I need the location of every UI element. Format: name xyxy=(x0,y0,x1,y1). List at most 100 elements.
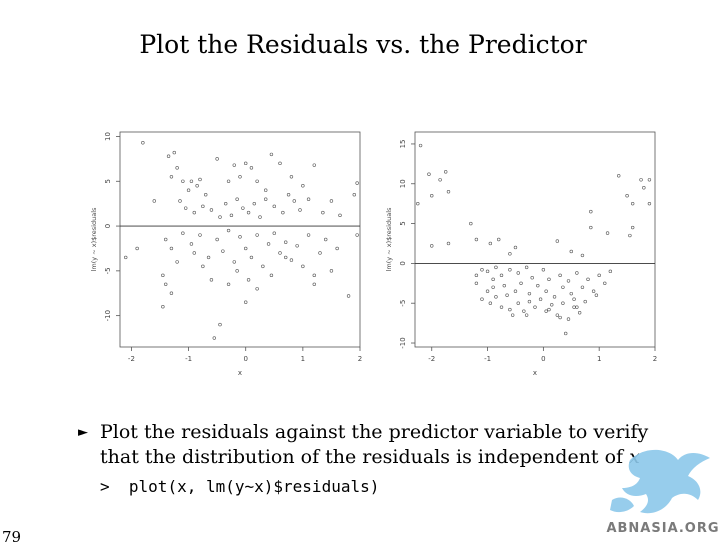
residual-point xyxy=(238,175,242,179)
bullet-text: Plot the residuals against the predictor… xyxy=(100,420,660,470)
x-tick-label: -2 xyxy=(128,355,135,363)
svg-text:ABNASIA.ORG: ABNASIA.ORG xyxy=(606,521,719,536)
x-tick-label: 2 xyxy=(653,355,657,363)
residual-point xyxy=(235,269,239,273)
residual-point xyxy=(527,291,532,296)
residual-point xyxy=(524,313,529,317)
residual-point xyxy=(169,291,174,295)
residual-point xyxy=(269,152,274,157)
residual-point xyxy=(264,197,268,201)
residual-point xyxy=(513,245,518,250)
residual-point xyxy=(201,264,205,269)
residual-point xyxy=(201,204,205,209)
residual-point xyxy=(161,304,165,309)
residual-point xyxy=(527,299,532,304)
residual-point xyxy=(172,150,176,155)
residual-point xyxy=(312,163,316,167)
y-tick-label: 5 xyxy=(104,179,112,183)
residual-point xyxy=(508,268,512,272)
residual-point xyxy=(272,204,276,209)
residual-point xyxy=(566,279,571,283)
residual-point xyxy=(530,276,534,280)
residual-point xyxy=(499,273,504,278)
residual-point xyxy=(617,174,621,178)
residual-point xyxy=(446,241,451,246)
residual-point xyxy=(209,208,214,212)
y-tick-label: -5 xyxy=(399,300,407,307)
residual-point xyxy=(630,201,635,206)
residual-point xyxy=(295,244,299,248)
y-tick-label: 15 xyxy=(399,139,407,148)
residual-point xyxy=(586,277,590,282)
residual-point xyxy=(292,199,296,203)
residual-point xyxy=(241,206,245,210)
residual-point xyxy=(186,188,191,192)
residual-point xyxy=(544,309,548,313)
residual-point xyxy=(575,271,579,275)
residual-point xyxy=(169,175,174,179)
residual-point xyxy=(485,289,490,293)
residual-point xyxy=(513,289,518,293)
residual-point xyxy=(430,194,434,198)
residual-point xyxy=(255,179,259,183)
residual-point xyxy=(206,255,211,260)
residual-point xyxy=(469,221,473,226)
residual-point xyxy=(264,188,268,192)
residual-point xyxy=(192,251,196,255)
residual-point xyxy=(474,281,479,285)
residual-point xyxy=(301,264,305,269)
residual-point xyxy=(494,295,498,299)
bullet-arrow-icon: ► xyxy=(78,425,88,440)
residual-point xyxy=(628,233,632,238)
residual-point xyxy=(244,246,248,251)
residual-point xyxy=(508,252,512,256)
residual-point xyxy=(221,249,225,253)
residual-point xyxy=(625,194,629,198)
residual-point xyxy=(218,322,222,327)
residual-point xyxy=(215,237,219,242)
residual-point xyxy=(427,172,431,176)
residual-point xyxy=(184,206,188,210)
residual-point xyxy=(355,233,359,237)
residual-point xyxy=(232,163,236,167)
residual-point xyxy=(284,240,288,244)
residual-point xyxy=(642,186,646,190)
residual-point xyxy=(508,307,512,312)
x-tick-label: 0 xyxy=(243,355,247,363)
residual-point xyxy=(516,271,520,275)
residual-point xyxy=(474,237,479,242)
residual-point xyxy=(318,251,322,255)
residual-point xyxy=(189,179,194,183)
plot-frame xyxy=(414,131,656,348)
residual-point xyxy=(181,179,185,183)
residual-point xyxy=(480,268,484,272)
residual-point xyxy=(647,178,652,182)
residual-point xyxy=(480,297,484,301)
residual-point xyxy=(569,249,573,254)
residual-point xyxy=(261,264,265,269)
residual-point xyxy=(438,178,442,182)
x-tick-label: -1 xyxy=(185,355,192,363)
residual-point xyxy=(249,166,254,170)
residual-point xyxy=(209,278,214,282)
residual-point xyxy=(235,197,239,201)
residual-point xyxy=(286,193,291,197)
residual-point xyxy=(255,233,259,237)
residual-point xyxy=(321,210,325,215)
code-line: > plot(x, lm(y~x)$residuals) xyxy=(100,477,379,496)
residual-point xyxy=(639,178,643,182)
residual-point xyxy=(603,281,607,285)
y-tick-label: -5 xyxy=(104,267,112,274)
x-tick-label: 1 xyxy=(301,355,305,363)
residual-point xyxy=(215,157,219,161)
y-axis-label: lm(y ~ x)$residuals xyxy=(90,207,98,271)
residual-point xyxy=(499,305,504,309)
residual-point xyxy=(524,265,529,270)
residual-point xyxy=(538,297,543,301)
residual-point xyxy=(141,141,145,145)
residual-point xyxy=(335,246,339,251)
residual-point xyxy=(175,260,179,264)
y-tick-label: -10 xyxy=(399,337,407,348)
